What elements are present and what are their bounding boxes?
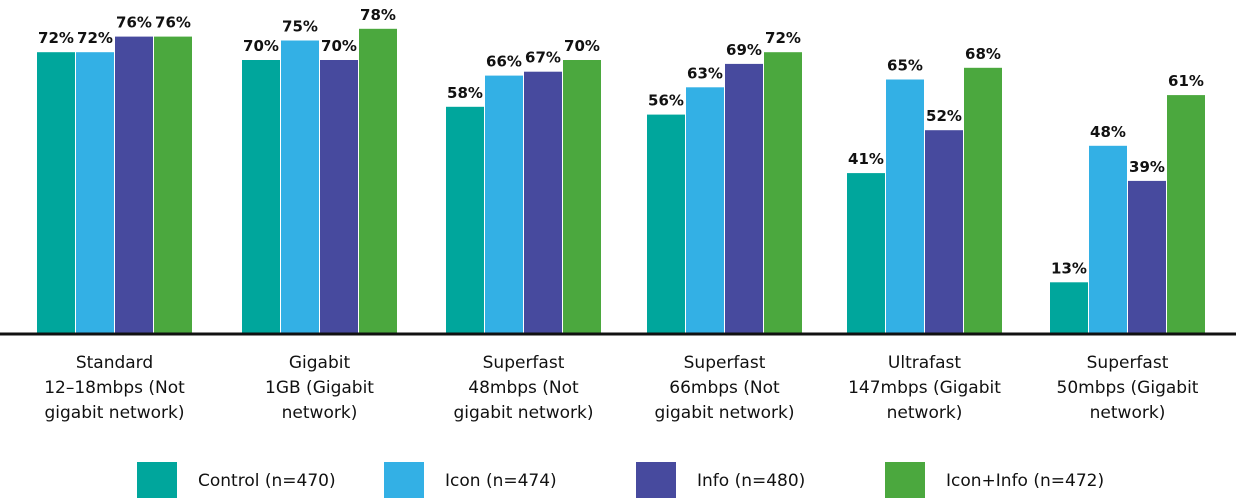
- category-label-2-0: Superfast: [483, 353, 565, 373]
- value-label-4-1: 65%: [887, 57, 923, 75]
- bar-5-2: [1128, 180, 1166, 333]
- category-label-4-0: Ultrafast: [888, 353, 961, 373]
- bar-4-0: [847, 173, 885, 333]
- value-label-5-3: 61%: [1168, 72, 1204, 90]
- legend-label-0: Control (n=470): [198, 471, 336, 491]
- legend-label-3: Icon+Info (n=472): [946, 471, 1104, 491]
- bars-layer: [37, 28, 1205, 334]
- bar-5-0: [1050, 282, 1088, 333]
- bar-3-1: [686, 87, 724, 333]
- bar-2-0: [446, 106, 484, 333]
- value-label-1-3: 78%: [360, 6, 396, 24]
- value-label-5-1: 48%: [1090, 123, 1126, 141]
- category-label-5-1: 50mbps (Gigabit: [1057, 378, 1199, 398]
- bar-1-3: [359, 28, 397, 334]
- value-label-5-2: 39%: [1129, 158, 1165, 176]
- bar-3-2: [725, 63, 763, 334]
- value-label-3-0: 56%: [648, 92, 684, 110]
- category-label-0-1: 12–18mbps (Not: [44, 378, 185, 398]
- bar-0-2: [115, 36, 153, 333]
- legend-swatch-1: [384, 462, 424, 498]
- category-labels-layer: Standard 12–18mbps (Not gigabit network) Gi…: [44, 353, 1199, 423]
- value-label-0-1: 72%: [77, 29, 113, 47]
- value-label-2-1: 66%: [486, 53, 522, 71]
- bar-1-1: [281, 40, 319, 333]
- value-label-1-1: 75%: [282, 18, 318, 36]
- category-label-5-2: network): [1090, 403, 1166, 423]
- value-label-2-3: 70%: [564, 37, 600, 55]
- bar-4-1: [886, 79, 924, 333]
- value-label-1-2: 70%: [321, 37, 357, 55]
- value-label-3-1: 63%: [687, 64, 723, 82]
- category-label-2-2: gigabit network): [454, 403, 594, 423]
- bar-2-1: [485, 75, 523, 333]
- bar-4-2: [925, 130, 963, 333]
- value-label-0-2: 76%: [116, 14, 152, 32]
- legend-label-2: Info (n=480): [697, 471, 805, 491]
- value-label-4-3: 68%: [965, 45, 1001, 63]
- value-label-3-3: 72%: [765, 29, 801, 47]
- value-label-4-0: 41%: [848, 150, 884, 168]
- bar-1-2: [320, 60, 358, 333]
- category-label-1-0: Gigabit: [289, 353, 351, 373]
- category-label-4-2: network): [887, 403, 963, 423]
- bar-5-1: [1089, 145, 1127, 333]
- value-label-2-2: 67%: [525, 49, 561, 67]
- value-label-3-2: 69%: [726, 41, 762, 59]
- bar-3-0: [647, 114, 685, 333]
- value-label-1-0: 70%: [243, 37, 279, 55]
- bar-3-3: [764, 52, 802, 333]
- category-label-5-0: Superfast: [1087, 353, 1169, 373]
- bar-2-3: [563, 60, 601, 333]
- bar-0-3: [154, 36, 192, 333]
- value-label-5-0: 13%: [1051, 259, 1087, 277]
- category-label-4-1: 147mbps (Gigabit: [848, 378, 1001, 398]
- legend-swatch-2: [636, 462, 676, 498]
- category-label-3-0: Superfast: [684, 353, 766, 373]
- bar-0-0: [37, 52, 75, 333]
- bar-0-1: [76, 52, 114, 333]
- category-label-0-2: gigabit network): [45, 403, 185, 423]
- category-label-3-2: gigabit network): [655, 403, 795, 423]
- value-label-2-0: 58%: [447, 84, 483, 102]
- value-label-0-3: 76%: [155, 14, 191, 32]
- category-label-3-1: 66mbps (Not: [669, 378, 780, 398]
- legend-label-1: Icon (n=474): [445, 471, 557, 491]
- bar-5-3: [1167, 95, 1205, 333]
- value-labels-layer: 72% 72%76% 76%70%75%70%78%58%66% 67%70%56%6…: [38, 6, 1204, 277]
- bar-2-2: [524, 71, 562, 333]
- category-label-2-1: 48mbps (Not: [468, 378, 579, 398]
- value-label-0-0: 72%: [38, 29, 74, 47]
- legend: Control (n=470) Icon (n=474) Info (n=480) I…: [137, 462, 1104, 498]
- category-label-0-0: Standard: [76, 353, 153, 373]
- category-label-1-1: 1GB (Gigabit: [265, 378, 374, 398]
- bar-4-3: [964, 67, 1002, 334]
- legend-swatch-0: [137, 462, 177, 498]
- value-label-4-2: 52%: [926, 107, 962, 125]
- bar-1-0: [242, 60, 280, 333]
- category-label-1-2: network): [282, 403, 358, 423]
- legend-swatch-3: [885, 462, 925, 498]
